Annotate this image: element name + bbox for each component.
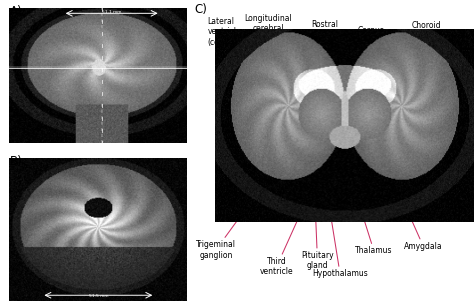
Text: Cingulate
gyrus: Cingulate gyrus	[223, 55, 290, 89]
Text: 51.5 mm: 51.5 mm	[89, 294, 108, 298]
Text: Caudate
nucleus: Caudate nucleus	[406, 53, 463, 90]
Text: Rostral
cerebral
artery: Rostral cerebral artery	[309, 20, 340, 97]
Text: Longitudinal
cerebral
fissure: Longitudinal cerebral fissure	[244, 14, 310, 96]
Text: Trigeminal
ganglion: Trigeminal ganglion	[196, 185, 263, 260]
Text: Fornix: Fornix	[319, 61, 342, 95]
Text: Amygdala: Amygdala	[390, 171, 443, 251]
Text: Pituitary
gland: Pituitary gland	[301, 195, 334, 270]
Text: C): C)	[195, 3, 208, 16]
Text: 51.1 mm: 51.1 mm	[102, 10, 121, 15]
Text: Choroid
plexus: Choroid plexus	[394, 21, 441, 93]
Text: Lateral
ventricle
(central): Lateral ventricle (central)	[208, 17, 257, 95]
Text: Corpus
Callosum
(body): Corpus Callosum (body)	[338, 26, 389, 98]
Text: A): A)	[9, 5, 22, 18]
Text: Hypothalamus: Hypothalamus	[312, 196, 368, 278]
Text: Thalamus: Thalamus	[352, 181, 392, 255]
Text: B): B)	[9, 155, 22, 168]
Text: Third
ventricle: Third ventricle	[260, 193, 310, 276]
